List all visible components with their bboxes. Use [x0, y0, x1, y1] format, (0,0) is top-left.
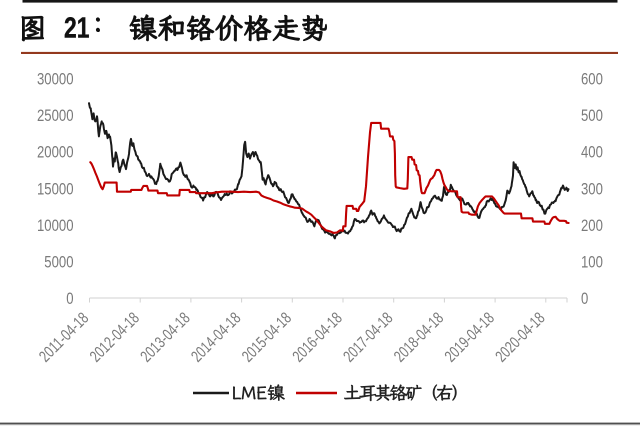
svg-text:30000: 30000: [37, 71, 74, 89]
svg-text:5000: 5000: [44, 253, 73, 271]
svg-text:15000: 15000: [37, 180, 74, 198]
svg-text:10000: 10000: [37, 217, 74, 235]
svg-text:20000: 20000: [37, 144, 74, 162]
svg-text:0: 0: [581, 290, 588, 308]
svg-text:500: 500: [581, 107, 603, 125]
svg-text:200: 200: [581, 217, 603, 235]
svg-text:25000: 25000: [37, 107, 74, 125]
svg-text:21: 21: [64, 12, 90, 44]
svg-text:300: 300: [581, 180, 603, 198]
svg-text:0: 0: [66, 290, 73, 308]
svg-text:600: 600: [581, 71, 603, 89]
svg-text:400: 400: [581, 144, 603, 162]
svg-text:100: 100: [581, 253, 603, 271]
